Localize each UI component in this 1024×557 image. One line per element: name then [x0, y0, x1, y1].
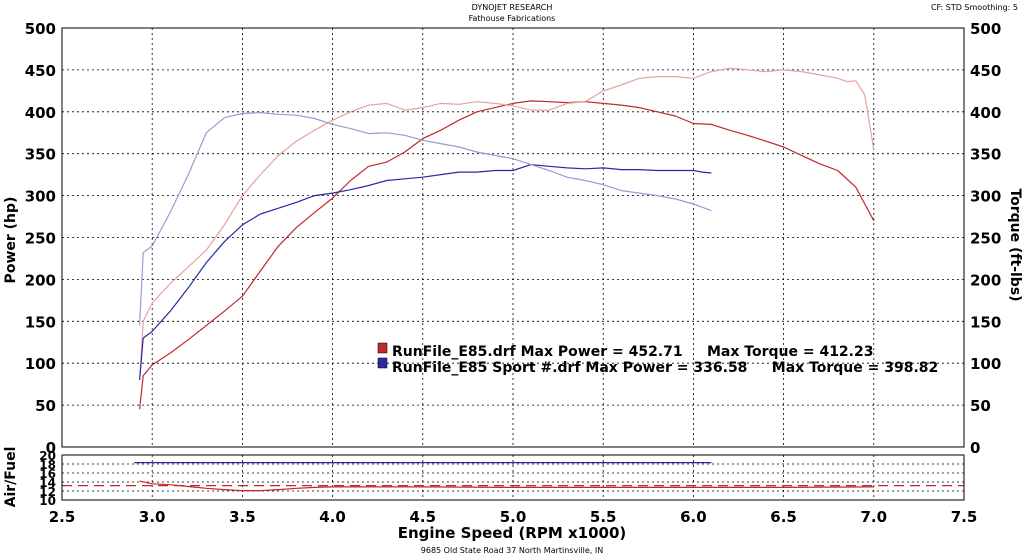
y-tick-label-left: 150	[25, 313, 56, 331]
x-tick-label: 6.0	[680, 508, 707, 526]
blue-run-icon	[377, 357, 388, 369]
x-tick-label: 5.0	[500, 508, 527, 526]
y-tick-label-right: 300	[970, 188, 1001, 206]
x-tick-label: 4.5	[410, 508, 437, 526]
series-line-torque-run2	[139, 111, 712, 326]
y-tick-label-right: 500	[970, 20, 1001, 38]
x-tick-label: 3.0	[139, 508, 166, 526]
airfuel-plot-series	[62, 462, 964, 492]
series-line-torque-run1	[139, 67, 875, 381]
series-line-power-run1	[139, 100, 875, 410]
y-tick-label-right: 250	[970, 230, 1001, 248]
x-tick-label: 5.5	[590, 508, 617, 526]
y-tick-label-left: 50	[35, 397, 56, 415]
airfuel-plot-frame	[61, 454, 965, 501]
series-line-power-run2	[139, 164, 712, 381]
airfuel-plot-grid	[62, 455, 964, 500]
y-tick-label-left: 450	[25, 62, 56, 80]
legend-entry-2: RunFile_E85 Sport #.drf Max Power = 336.…	[392, 360, 938, 376]
y-tick-label-right: 400	[970, 104, 1001, 122]
x-tick-label: 7.0	[861, 508, 888, 526]
report-subtitle: Fathouse Fabrications	[468, 14, 556, 23]
af-y-tick-label: 10	[39, 494, 56, 508]
y-tick-label-left: 0	[46, 439, 56, 457]
footer-address: 9685 Old State Road 37 North Martinsvill…	[420, 546, 604, 555]
report-title: DYNOJET RESEARCH	[471, 3, 553, 12]
cf-smoothing-label: CF: STD Smoothing: 5	[930, 3, 1018, 12]
af-y-tick-label: 14	[39, 476, 56, 490]
x-axis-label: Engine Speed (RPM x1000)	[398, 524, 627, 542]
airfuel-axis-label: Air/Fuel	[3, 447, 19, 508]
y-tick-label-right: 450	[970, 62, 1001, 80]
main-plot-grid	[62, 28, 964, 447]
x-tick-label: 2.5	[49, 508, 76, 526]
x-tick-label: 7.5	[951, 508, 978, 526]
y-tick-label-right: 150	[970, 313, 1001, 331]
legend: RunFile_E85.drf Max Power = 452.71 Max T…	[377, 342, 938, 376]
y-tick-label-left: 400	[25, 104, 56, 122]
y-axis-label-left: Power (hp)	[3, 197, 19, 284]
y-tick-label-left: 500	[25, 20, 56, 38]
y-tick-label-left: 100	[25, 355, 56, 373]
af-y-tick-label: 16	[39, 467, 56, 481]
y-tick-label-right: 200	[970, 271, 1001, 289]
y-tick-label-right: 350	[970, 146, 1001, 164]
red-run-icon	[377, 342, 388, 354]
x-tick-label: 6.5	[770, 508, 797, 526]
af-y-tick-label: 12	[39, 485, 56, 499]
y-tick-label-left: 300	[25, 188, 56, 206]
main-plot-axes: 0 0 50 50 100 100 150 150 200 200 250 250 300 300 350 3…	[25, 20, 1002, 457]
y-tick-label-right: 100	[970, 355, 1001, 373]
af-y-tick-label: 18	[39, 458, 56, 472]
main-plot-frame	[61, 27, 965, 448]
af-series-line	[139, 480, 874, 492]
y-tick-label-left: 250	[25, 230, 56, 248]
y-tick-label-left: 350	[25, 146, 56, 164]
x-tick-label: 4.0	[319, 508, 346, 526]
x-tick-label: 3.5	[229, 508, 256, 526]
y-axis-label-right: Torque (ft-lbs)	[1007, 188, 1023, 301]
legend-entry-1: RunFile_E85.drf Max Power = 452.71 Max T…	[392, 344, 873, 360]
y-tick-label-right: 0	[970, 439, 980, 457]
y-tick-label-right: 50	[970, 397, 991, 415]
af-y-tick-label: 20	[39, 449, 56, 463]
y-tick-label-left: 200	[25, 271, 56, 289]
main-plot-series	[139, 67, 875, 410]
